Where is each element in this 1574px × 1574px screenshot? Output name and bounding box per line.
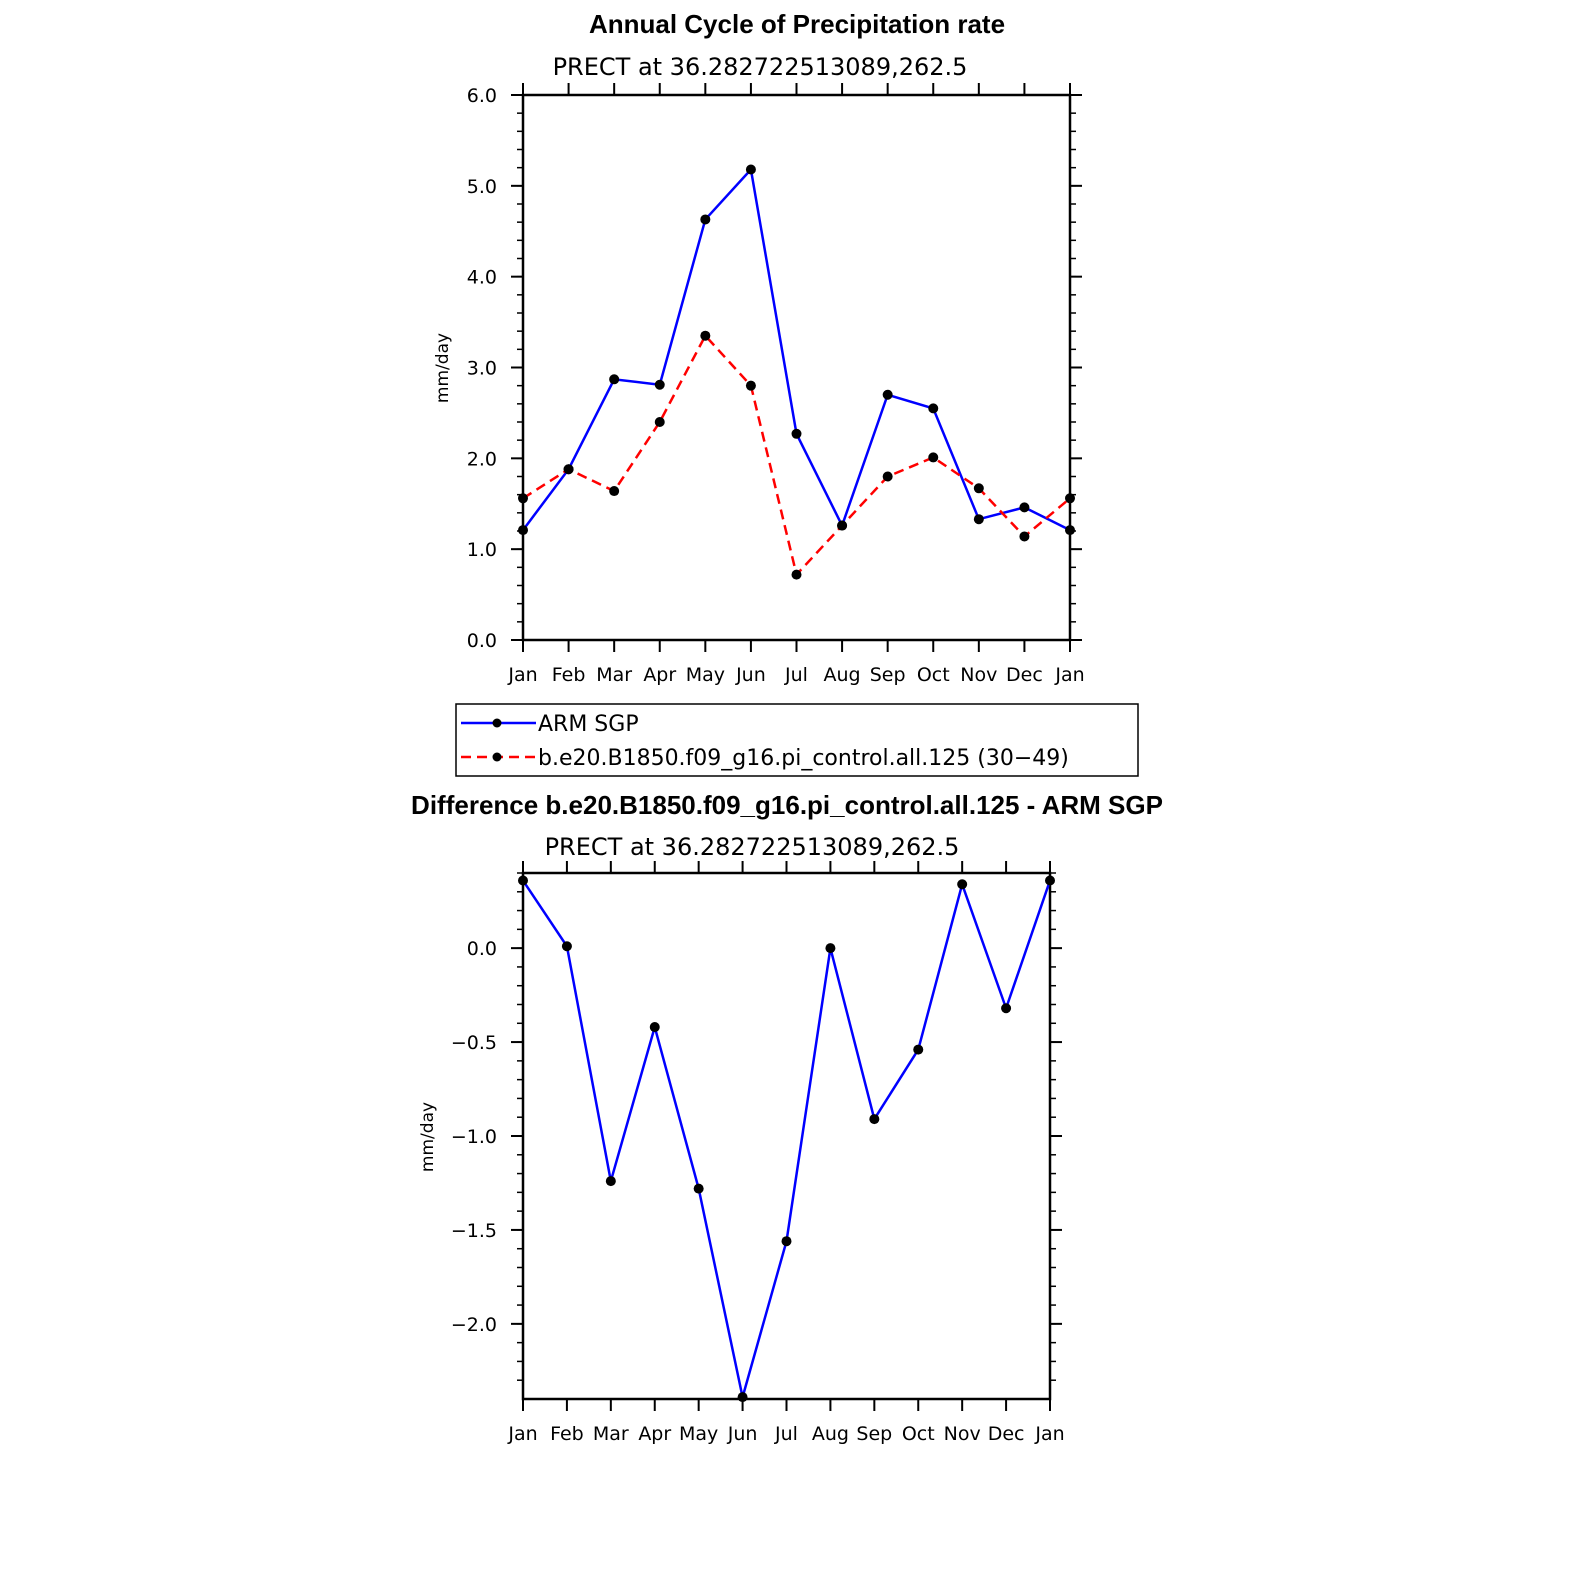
data-point-0 xyxy=(913,1044,924,1055)
chart1-legend: ARM SGP b.e20.B1850.f09_g16.pi_control.a… xyxy=(455,703,1139,777)
y-tick-label: 4.0 xyxy=(467,267,497,289)
series-line-0 xyxy=(521,166,1071,532)
data-point-0 xyxy=(518,875,528,886)
legend-marker-arm xyxy=(492,718,502,728)
chart2-subtitle: PRECT at 36.282722513089,262.5 xyxy=(545,833,960,861)
data-point-1 xyxy=(791,569,802,580)
x-tick-label: May xyxy=(679,1423,718,1445)
data-point-0 xyxy=(1001,1003,1012,1014)
y-tick-label: −1.0 xyxy=(451,1126,497,1148)
x-tick-label: Apr xyxy=(643,664,676,686)
x-tick-label: Mar xyxy=(596,664,632,686)
x-tick-label: Jul xyxy=(784,664,808,686)
x-tick-label: Feb xyxy=(550,1423,584,1445)
chart1-ylabel: mm/day xyxy=(433,333,453,403)
y-tick-label: −2.0 xyxy=(451,1314,497,1336)
series-line-0 xyxy=(521,879,1052,1398)
x-tick-label: Feb xyxy=(552,664,586,686)
x-tick-label: Jan xyxy=(1034,1423,1064,1445)
data-point-1 xyxy=(882,471,893,482)
legend-marker-model xyxy=(492,752,502,762)
data-point-0 xyxy=(1065,525,1075,536)
data-point-1 xyxy=(563,464,574,475)
chart1-plot: Jan Feb Mar Apr May Jun Jul Aug Sep Oct Nov Dec Jan 0… xyxy=(467,83,1085,686)
x-tick-label: Apr xyxy=(638,1423,671,1445)
data-point-1 xyxy=(745,380,756,391)
x-tick-label: Nov xyxy=(944,1423,981,1445)
data-point-0 xyxy=(561,941,572,952)
chart2-ylabel: mm/day xyxy=(418,1102,438,1172)
x-tick-label: Jan xyxy=(507,1423,537,1445)
y-tick-label: 0.0 xyxy=(467,630,497,652)
x-tick-label: May xyxy=(686,664,725,686)
chart1-subtitle: PRECT at 36.282722513089,262.5 xyxy=(553,53,968,81)
data-point-1 xyxy=(700,330,711,341)
y-tick-label: 5.0 xyxy=(467,176,497,198)
data-point-1 xyxy=(973,483,984,494)
chart2-title: Difference b.e20.B1850.f09_g16.pi_contro… xyxy=(411,790,1163,820)
data-point-0 xyxy=(518,525,528,536)
data-point-0 xyxy=(605,1176,616,1187)
y-tick-label: −1.5 xyxy=(451,1220,497,1242)
x-tick-label: Sep xyxy=(856,1423,892,1445)
x-tick-label: Aug xyxy=(812,1423,849,1445)
data-point-0 xyxy=(609,374,620,385)
y-tick-label: −0.5 xyxy=(451,1032,497,1054)
y-tick-label: 1.0 xyxy=(467,539,497,561)
series-line-1 xyxy=(522,333,1071,578)
data-point-0 xyxy=(737,1392,748,1403)
x-tick-label: Jun xyxy=(735,664,766,686)
y-tick-label: 2.0 xyxy=(467,448,497,470)
data-point-1 xyxy=(518,493,528,504)
data-point-1 xyxy=(837,520,848,531)
y-tick-label: 3.0 xyxy=(467,358,497,380)
data-point-0 xyxy=(928,403,939,414)
data-point-1 xyxy=(654,417,665,427)
chart1-title: Annual Cycle of Precipitation rate xyxy=(589,9,1005,39)
legend-box xyxy=(455,703,1139,777)
data-point-0 xyxy=(957,879,968,890)
data-point-0 xyxy=(882,389,893,400)
x-tick-label: Nov xyxy=(960,664,997,686)
x-tick-label: Oct xyxy=(902,1423,935,1445)
x-tick-label: Jun xyxy=(727,1423,758,1445)
x-tick-label: Jul xyxy=(774,1423,798,1445)
x-tick-label: Oct xyxy=(917,664,950,686)
data-point-1 xyxy=(1065,493,1075,504)
data-point-0 xyxy=(745,164,756,175)
legend-label-model: b.e20.B1850.f09_g16.pi_control.all.125 (… xyxy=(538,746,1069,771)
data-point-0 xyxy=(1045,875,1055,886)
data-point-0 xyxy=(869,1114,880,1125)
y-tick-label: 0.0 xyxy=(467,938,497,960)
data-point-0 xyxy=(654,379,665,390)
chart2-plot: Jan Feb Mar Apr May Jun Jul Aug Sep Oct Nov Dec Jan −… xyxy=(451,861,1065,1445)
x-tick-label: Dec xyxy=(988,1423,1025,1445)
data-point-1 xyxy=(928,452,939,463)
x-tick-label: Dec xyxy=(1006,664,1043,686)
y-tick-label: 6.0 xyxy=(467,85,497,107)
data-point-1 xyxy=(609,486,620,497)
x-tick-label: Mar xyxy=(593,1423,629,1445)
data-point-0 xyxy=(700,214,711,225)
data-point-0 xyxy=(825,943,836,954)
data-point-0 xyxy=(693,1183,704,1194)
data-point-0 xyxy=(791,428,802,439)
legend-label-arm: ARM SGP xyxy=(538,712,639,737)
plot-frame xyxy=(521,93,1072,642)
x-tick-label: Jan xyxy=(1054,664,1084,686)
x-tick-label: Sep xyxy=(870,664,906,686)
x-tick-label: Aug xyxy=(824,664,861,686)
data-point-0 xyxy=(973,514,984,525)
data-point-1 xyxy=(1019,531,1030,542)
data-point-0 xyxy=(1019,502,1030,513)
data-point-0 xyxy=(781,1236,792,1247)
data-point-0 xyxy=(649,1022,660,1033)
x-tick-label: Jan xyxy=(507,664,537,686)
